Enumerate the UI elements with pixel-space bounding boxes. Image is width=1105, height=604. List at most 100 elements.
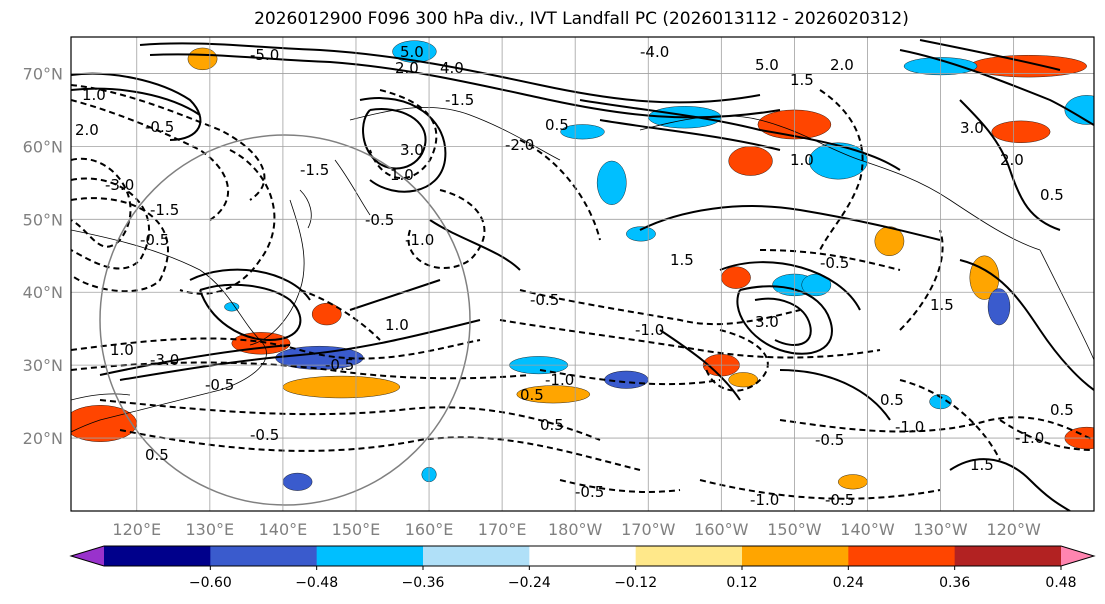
contour-label: -1.0 (545, 371, 574, 389)
contour-label: -5.0 (250, 46, 279, 64)
colorbar-tick-label: 0.12 (726, 575, 757, 591)
shading-blob (311, 302, 342, 326)
longitude-tick-label: 140°W (840, 520, 895, 539)
contour-labels: -5.0 5.0 4.0 2.0 -4.0 5.0 2.0 1.5 -1.5 1… (75, 43, 1074, 509)
latitude-tick-label: 70°N (23, 64, 63, 83)
contour-label: 4.0 (440, 59, 464, 77)
colorbar-swatch (848, 546, 956, 566)
colorbar-tick-label: −0.48 (295, 575, 338, 591)
map-title: 2026012900 F096 300 hPa div., IVT Landfa… (254, 9, 909, 29)
latitude-tick-label: 20°N (23, 429, 63, 448)
landfall-domain-circle (99, 134, 471, 506)
latitude-axis: 20°N 30°N 40°N 50°N 60°N 70°N (23, 64, 63, 448)
latitude-tick-label: 40°N (23, 283, 63, 302)
gridlines (71, 37, 1094, 511)
shading-blob (282, 472, 313, 491)
colorbar-swatch (742, 546, 849, 566)
contour-label: -0.5 (815, 431, 844, 449)
contour-label: 1.5 (790, 71, 814, 89)
shading-blob (560, 124, 605, 140)
contour-label: 1.0 (390, 166, 414, 184)
longitude-tick-label: 130°W (913, 520, 968, 539)
longitude-tick-label: 150°E (332, 520, 381, 539)
positive-contours (71, 39, 1094, 511)
contour-label: 1.5 (970, 456, 994, 474)
negative-contours (71, 84, 1094, 500)
contour-label: 0.5 (880, 391, 904, 409)
shading-blob (392, 40, 437, 63)
shading-blob (991, 120, 1051, 143)
colorbar-swatch (104, 546, 211, 566)
colorbar-tick-label: 0.48 (1045, 575, 1076, 591)
contour-label: -2.0 (505, 136, 534, 154)
longitude-tick-label: 170°E (478, 520, 527, 539)
contour-label: -0.5 (530, 291, 559, 309)
contour-label: -1.0 (1015, 429, 1044, 447)
latitude-tick-label: 50°N (23, 210, 63, 229)
contour-label: 2.0 (1000, 151, 1024, 169)
contour-label: 2.0 (395, 59, 419, 77)
longitude-tick-label: 160°E (405, 520, 454, 539)
contour-label: -1.0 (895, 418, 924, 436)
contour-label: 2.0 (75, 121, 99, 139)
contour-label: 5.0 (755, 56, 779, 74)
contour-label: -3.0 (105, 176, 134, 194)
colorbar-swatch (529, 546, 637, 566)
contour-label: 0.5 (520, 386, 544, 404)
shading-blob (728, 372, 759, 388)
colorbar-extension-high (1061, 546, 1094, 566)
shading-blob (987, 288, 1011, 326)
contour-label: 3.0 (960, 119, 984, 137)
contour-label: 1.0 (82, 86, 106, 104)
colorbar-swatch (954, 546, 1062, 566)
contour-label: -0.5 (825, 491, 854, 509)
contour-label: -1.0 (405, 231, 434, 249)
longitude-tick-label: 180°W (548, 520, 603, 539)
contour-label: 3.0 (755, 313, 779, 331)
colorbar-tick-label: 0.24 (833, 575, 864, 591)
colorbar-tick-label: −0.60 (189, 575, 232, 591)
shading-blob (516, 385, 591, 404)
colorbar: −0.60 −0.48 −0.36 −0.24 −0.12 0.12 0.24 0.36 0.4… (69, 545, 1096, 591)
contour-label: -0.5 (820, 254, 849, 272)
map-frame (70, 36, 1095, 512)
colorbar-swatch (423, 546, 530, 566)
contour-label: 0.5 (540, 416, 564, 434)
contour-label: 1.0 (385, 316, 409, 334)
contour-label: -0.5 (365, 211, 394, 229)
shading-blob (808, 142, 868, 180)
contour-label: 0.5 (1040, 186, 1064, 204)
contour-label: -0.5 (140, 231, 169, 249)
contour-label: -1.5 (445, 91, 474, 109)
contour-label: 0.5 (1050, 401, 1074, 419)
colorbar-outline (69, 545, 1096, 567)
contour-label: -1.5 (150, 201, 179, 219)
shading-blob (1064, 95, 1094, 125)
contour-label: -0.5 (250, 426, 279, 444)
longitude-tick-label: 160°W (694, 520, 749, 539)
colorbar-extension-low (71, 546, 104, 566)
colorbar-tick-label: −0.24 (508, 575, 551, 591)
colorbar-swatch (210, 546, 318, 566)
longitude-tick-label: 170°W (621, 520, 676, 539)
longitude-tick-label: 150°W (767, 520, 822, 539)
shading-layer (71, 40, 1094, 491)
shading-blob (596, 160, 627, 205)
longitude-tick-label: 140°E (259, 520, 308, 539)
latitude-tick-label: 60°N (23, 137, 63, 156)
contour-label: 1.0 (790, 151, 814, 169)
contour-label: -4.0 (640, 43, 669, 61)
shading-blob (874, 226, 905, 256)
colorbar-swatch (316, 546, 424, 566)
contour-label: -0.5 (205, 376, 234, 394)
longitude-tick-label: 120°E (112, 520, 161, 539)
colorbar-tick-label: −0.36 (402, 575, 445, 591)
contour-label: 0.5 (545, 116, 569, 134)
shading-blob (187, 47, 218, 71)
coastlines (71, 107, 1094, 433)
longitude-tick-label: 130°E (186, 520, 235, 539)
longitude-axis: 120°E 130°E 140°E 150°E 160°E 170°E 180°W 170°W… (112, 520, 1041, 539)
shading-blob (838, 474, 868, 490)
latitude-tick-label: 30°N (23, 356, 63, 375)
